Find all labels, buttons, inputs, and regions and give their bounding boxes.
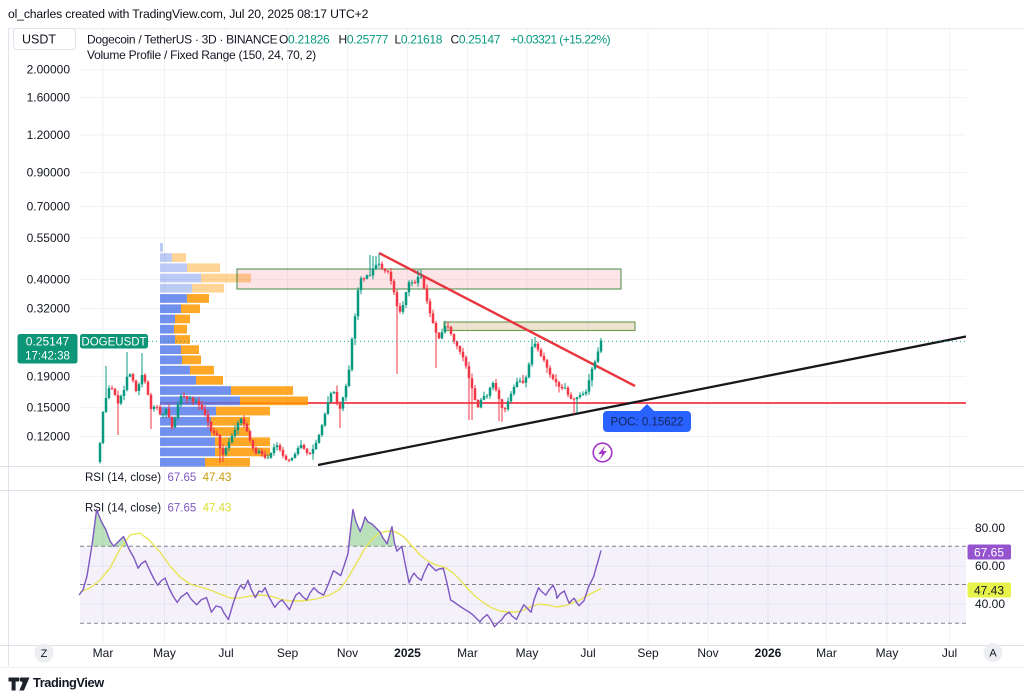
svg-text:Nov: Nov: [337, 646, 358, 660]
svg-text:0.19000: 0.19000: [27, 370, 71, 384]
svg-text:Sep: Sep: [637, 646, 659, 660]
svg-text:80.00: 80.00: [975, 521, 1005, 535]
svg-text:A: A: [989, 648, 997, 660]
svg-text:Volume Profile / Fixed Range (: Volume Profile / Fixed Range (150, 24, 7…: [87, 48, 316, 62]
svg-text:2.00000: 2.00000: [27, 63, 71, 77]
svg-text:0.90000: 0.90000: [27, 166, 71, 180]
svg-text:40.00: 40.00: [975, 597, 1005, 611]
svg-text:DOGEUSDT: DOGEUSDT: [81, 337, 146, 349]
svg-text:RSI (14, close) 67.65 47.43: RSI (14, close) 67.65 47.43: [85, 472, 231, 484]
svg-text:2025: 2025: [394, 646, 421, 660]
svg-text:0.32000: 0.32000: [27, 302, 71, 316]
svg-text:O0.21826: O0.21826: [279, 33, 330, 47]
svg-text:0.40000: 0.40000: [27, 272, 71, 286]
svg-text:47.43: 47.43: [974, 584, 1004, 598]
svg-text:2026: 2026: [755, 646, 782, 660]
svg-text:67.65: 67.65: [974, 546, 1004, 560]
svg-text:Jul: Jul: [580, 646, 595, 660]
svg-text:17:42:38: 17:42:38: [25, 351, 70, 363]
svg-text:1.60000: 1.60000: [27, 91, 71, 105]
svg-text:May: May: [153, 646, 176, 660]
svg-text:1.20000: 1.20000: [27, 128, 71, 142]
svg-text:May: May: [516, 646, 539, 660]
svg-text:TradingView: TradingView: [33, 675, 104, 690]
svg-text:0.12000: 0.12000: [27, 430, 71, 444]
svg-text:Mar: Mar: [93, 646, 114, 660]
svg-text:ol_charles created with Tradin: ol_charles created with TradingView.com,…: [8, 7, 369, 21]
svg-text:H0.25777: H0.25777: [339, 33, 389, 47]
svg-text:Nov: Nov: [697, 646, 718, 660]
svg-text:0.70000: 0.70000: [27, 200, 71, 214]
svg-text:Jul: Jul: [218, 646, 233, 660]
svg-text:Dogecoin / TetherUS · 3D · BIN: Dogecoin / TetherUS · 3D · BINANCE: [87, 33, 278, 47]
svg-text:USDT: USDT: [22, 33, 56, 47]
svg-text:Mar: Mar: [457, 646, 478, 660]
svg-text:0.25147: 0.25147: [26, 335, 70, 349]
svg-text:L0.21618: L0.21618: [395, 33, 443, 47]
svg-text:0.15000: 0.15000: [27, 400, 71, 414]
svg-text:RSI (14, close) 67.65 47.43: RSI (14, close) 67.65 47.43: [85, 503, 231, 515]
svg-text:60.00: 60.00: [975, 559, 1005, 573]
svg-text:POC: 0.15622: POC: 0.15622: [611, 417, 684, 429]
svg-text:C0.25147: C0.25147: [451, 33, 501, 47]
svg-text:0.55000: 0.55000: [27, 231, 71, 245]
svg-text:May: May: [876, 646, 899, 660]
svg-text:Mar: Mar: [816, 646, 837, 660]
svg-text:Jul: Jul: [942, 646, 957, 660]
svg-text:Sep: Sep: [277, 646, 299, 660]
svg-text:Z: Z: [41, 648, 48, 660]
svg-text:+0.03321 (+15.22%): +0.03321 (+15.22%): [511, 33, 611, 47]
